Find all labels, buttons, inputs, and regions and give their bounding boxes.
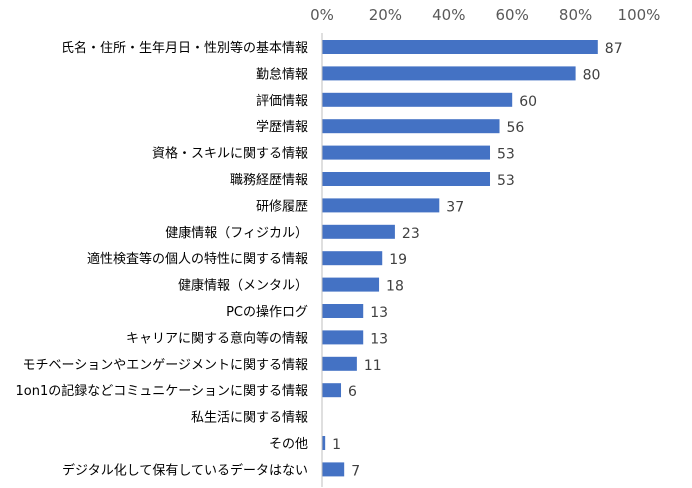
- bar: [322, 119, 500, 134]
- category-label: 健康情報（メンタル）: [178, 278, 308, 294]
- x-tick-label: 20%: [369, 6, 402, 24]
- category-label: 資格・スキルに関する情報: [152, 146, 308, 162]
- bar: [322, 40, 598, 54]
- category-label: 職務経歴情報: [230, 173, 308, 188]
- data-label: 7: [351, 463, 360, 479]
- data-label: 87: [605, 41, 623, 57]
- bar: [322, 92, 513, 107]
- data-label: 37: [446, 199, 464, 215]
- x-tick-label: 60%: [496, 6, 529, 24]
- data-label: 18: [386, 279, 404, 295]
- bar: [322, 66, 576, 81]
- bar: [322, 224, 395, 239]
- data-label: 19: [389, 252, 407, 268]
- bar: [322, 383, 342, 398]
- category-label: 1on1の記録などコミュニケーションに関する情報: [16, 383, 308, 399]
- category-label: キャリアに関する意向等の情報: [126, 330, 308, 346]
- bar: [322, 462, 345, 477]
- bar: [322, 145, 491, 160]
- x-tick-label: 40%: [432, 6, 465, 24]
- category-label: 勤怠情報: [256, 66, 308, 82]
- data-label: 60: [519, 94, 537, 110]
- bar: [322, 198, 440, 213]
- category-label: 健康情報（フィジカル）: [165, 225, 308, 241]
- category-label: 私生活に関する情報: [191, 411, 308, 426]
- data-label: 11: [364, 358, 382, 374]
- category-label: 研修履歴: [256, 199, 308, 214]
- data-label: 80: [583, 67, 601, 83]
- data-label: 23: [402, 226, 420, 242]
- data-label: 13: [370, 331, 388, 347]
- category-label: 適性検査等の個人の特性に関する情報: [87, 251, 308, 267]
- x-tick-label: 100%: [618, 6, 661, 24]
- category-label: 学歴情報: [256, 119, 308, 135]
- bar: [322, 172, 491, 186]
- data-label: 1: [332, 437, 341, 453]
- data-label: 53: [497, 173, 515, 189]
- bar: [322, 277, 380, 292]
- category-label: PCの操作ログ: [226, 304, 308, 320]
- bar: [322, 304, 364, 318]
- category-labels: 氏名・住所・生年月日・性別等の基本情報勤怠情報評価情報学歴情報資格・スキルに関す…: [16, 40, 308, 478]
- category-label: 評価情報: [256, 94, 308, 109]
- category-label: モチベーションやエンゲージメントに関する情報: [23, 358, 308, 373]
- category-label: その他: [269, 437, 308, 452]
- data-label: 53: [497, 147, 515, 163]
- x-tick-label: 0%: [310, 6, 334, 24]
- data-label: 6: [348, 384, 357, 400]
- data-label: 56: [507, 120, 525, 136]
- bar: [322, 251, 383, 266]
- x-tick-label: 80%: [559, 6, 592, 24]
- data-label: 13: [370, 305, 388, 321]
- bars: [322, 40, 598, 477]
- bar: [322, 436, 326, 450]
- x-axis-tick-labels: 0% 20% 40% 60% 80% 100%: [310, 6, 660, 24]
- bar: [322, 356, 357, 371]
- category-label: デジタル化して保有しているデータはない: [62, 462, 308, 478]
- category-label: 氏名・住所・生年月日・性別等の基本情報: [61, 40, 308, 56]
- bar: [322, 330, 364, 345]
